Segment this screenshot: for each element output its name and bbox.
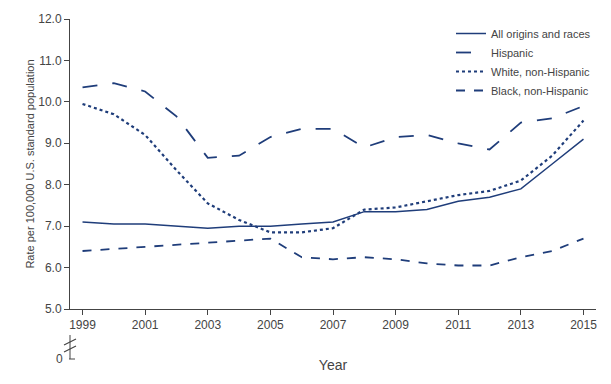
svg-text:Hispanic: Hispanic bbox=[491, 47, 534, 59]
svg-text:12.0: 12.0 bbox=[38, 12, 62, 26]
svg-text:2013: 2013 bbox=[508, 318, 535, 332]
svg-text:2003: 2003 bbox=[194, 318, 221, 332]
svg-text:5.0: 5.0 bbox=[45, 302, 62, 316]
svg-text:7.0: 7.0 bbox=[45, 219, 62, 233]
svg-text:2015: 2015 bbox=[570, 318, 597, 332]
svg-text:All origins and races: All origins and races bbox=[491, 28, 591, 40]
svg-text:2011: 2011 bbox=[445, 318, 471, 332]
svg-text:2001: 2001 bbox=[132, 318, 159, 332]
svg-text:Rate per 100,000 U.S. standard: Rate per 100,000 U.S. standard populatio… bbox=[24, 59, 36, 268]
svg-text:2005: 2005 bbox=[257, 318, 284, 332]
svg-text:10.0: 10.0 bbox=[38, 95, 62, 109]
svg-text:Black, non-Hispanic: Black, non-Hispanic bbox=[491, 85, 589, 97]
svg-text:Year: Year bbox=[319, 357, 348, 373]
svg-text:8.0: 8.0 bbox=[45, 178, 62, 192]
svg-text:11.0: 11.0 bbox=[39, 54, 62, 68]
svg-text:2007: 2007 bbox=[320, 318, 347, 332]
svg-text:6.0: 6.0 bbox=[45, 261, 62, 275]
svg-text:White, non-Hispanic: White, non-Hispanic bbox=[491, 66, 590, 78]
svg-text:1999: 1999 bbox=[69, 318, 96, 332]
svg-text:2009: 2009 bbox=[382, 318, 409, 332]
svg-text:9.0: 9.0 bbox=[45, 136, 62, 150]
svg-text:0: 0 bbox=[56, 352, 63, 366]
